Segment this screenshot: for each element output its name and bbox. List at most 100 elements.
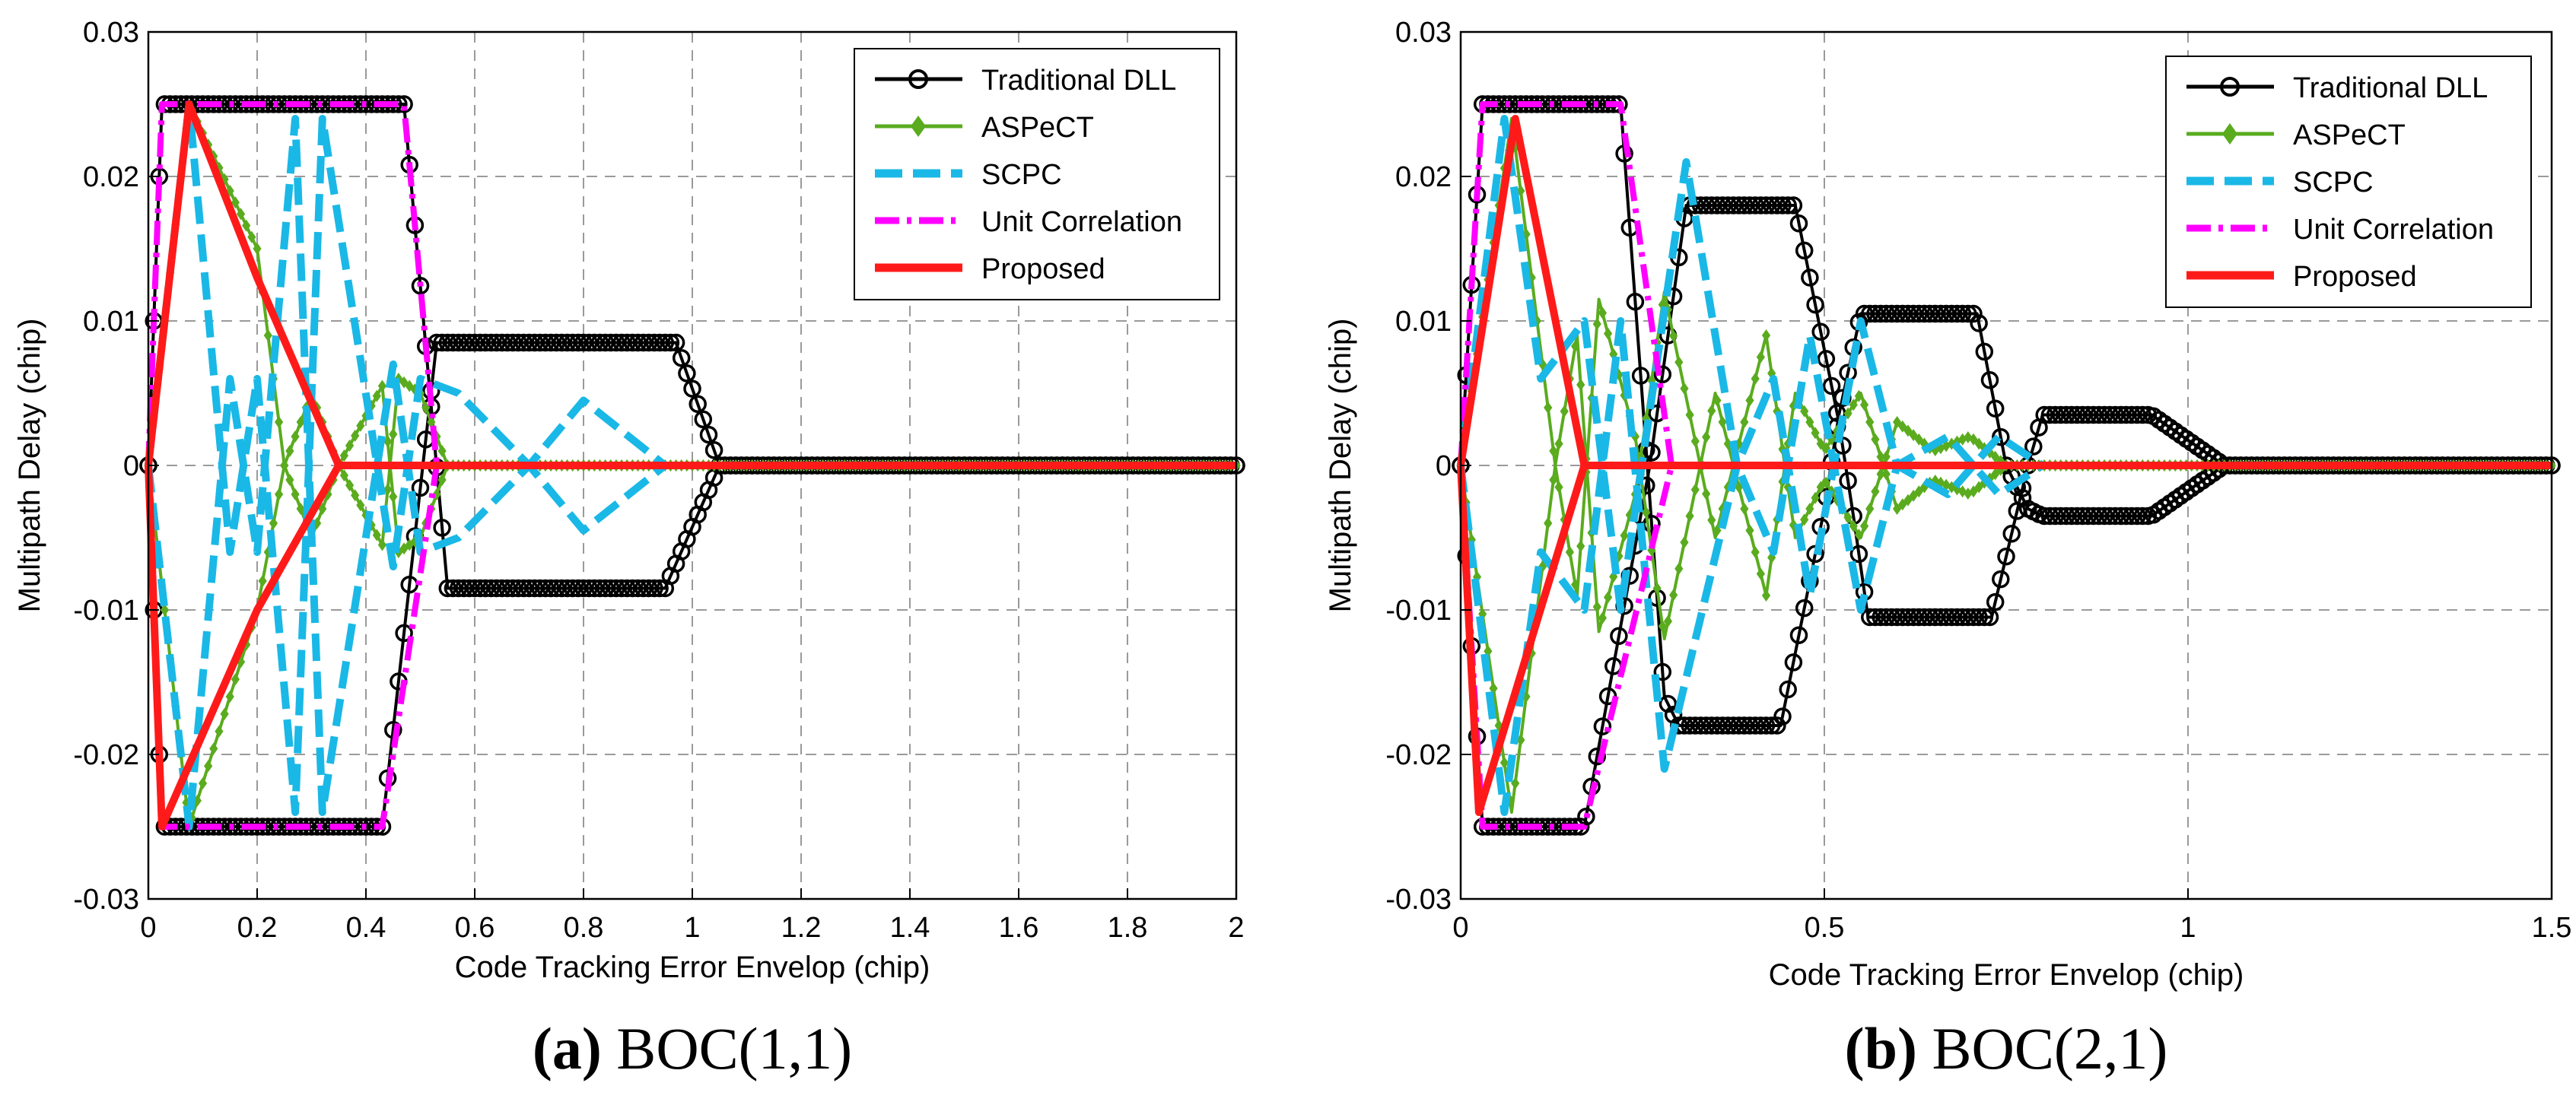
y-tick-label: -0.02 [73, 739, 139, 771]
legend-diamond-marker-icon [911, 116, 926, 137]
data-point-marker [2002, 525, 2021, 543]
data-point-marker [683, 380, 701, 398]
data-point-marker [2024, 437, 2043, 456]
data-point-marker [1970, 608, 1988, 627]
data-point-marker [263, 546, 272, 558]
legend-circle-marker-icon [2220, 77, 2240, 97]
data-point-marker [399, 542, 409, 555]
data-point-marker [296, 416, 305, 428]
legend-label-scpc: SCPC [2293, 167, 2374, 198]
data-point-marker [1472, 570, 1482, 583]
data-point-marker [1817, 350, 1836, 368]
data-point-marker [1549, 474, 1558, 486]
legend-label-proposed: Proposed [2293, 261, 2417, 293]
x-tick-label: 1 [684, 912, 700, 944]
data-point-marker [1811, 491, 1820, 504]
data-point-marker [1779, 196, 1797, 214]
data-point-marker [1511, 777, 1520, 789]
data-point-marker [1718, 416, 1727, 428]
grid-a [148, 32, 1236, 899]
data-point-marker [345, 439, 355, 452]
caption-a-label: (a) [533, 1015, 602, 1081]
data-point-marker [411, 276, 430, 295]
data-point-marker [356, 419, 365, 432]
legend-entry-scpc-a: SCPC [875, 159, 1062, 191]
data-point-marker [1800, 405, 1809, 418]
data-point-marker [377, 380, 387, 392]
data-point-marker [1854, 389, 1864, 402]
data-point-marker [1685, 408, 1694, 421]
data-point-marker [1598, 611, 1608, 624]
data-point-marker [1805, 503, 1814, 515]
series-a [139, 95, 1245, 836]
data-point-marker [389, 427, 398, 440]
caption-a-text: BOC(1,1) [602, 1015, 852, 1081]
data-point-marker [291, 488, 300, 500]
x-tick-label: 2 [1228, 912, 1244, 944]
data-point-marker [1876, 468, 1885, 481]
y-tick-label: 0.02 [1395, 161, 1452, 193]
data-point-marker [220, 707, 229, 720]
data-point-marker [1702, 430, 1711, 443]
data-point-marker [1610, 627, 1628, 646]
data-point-marker [231, 673, 240, 686]
data-point-marker [339, 469, 348, 482]
data-point-marker [2133, 405, 2151, 424]
data-point-marker [275, 488, 284, 500]
y-axis-label-a: Multipath Delay (chip) [13, 319, 46, 613]
data-point-marker [1674, 562, 1684, 575]
data-point-marker [395, 624, 413, 643]
data-point-marker [1588, 747, 1607, 766]
data-point-marker [1652, 582, 1662, 595]
grid-b [1461, 32, 2552, 899]
data-point-marker [225, 691, 234, 703]
data-point-marker [1859, 519, 1869, 532]
data-point-marker [1598, 306, 1608, 319]
data-point-marker [1859, 399, 1869, 411]
data-point-marker [1768, 716, 1786, 735]
data-point-marker [661, 333, 680, 352]
data-point-marker [1839, 472, 1857, 490]
data-point-marker [1773, 196, 1792, 214]
data-point-marker [704, 441, 724, 459]
series-line-upper [145, 100, 1236, 816]
data-point-marker [258, 575, 267, 587]
data-point-marker [1997, 547, 2015, 566]
data-point-marker [1975, 608, 1994, 627]
data-point-marker [296, 503, 305, 515]
chart-panel-a: 0 0.2 0.4 0.6 0.8 1 1.2 1.4 1.6 1.8 2 -0.03 -0.02 -0.… [13, 17, 1245, 984]
data-point-marker [1690, 435, 1700, 448]
data-point-marker [1821, 476, 1830, 489]
data-point-marker [1593, 717, 1612, 735]
data-point-marker [236, 208, 246, 221]
legend-label-traditional-dll: Traditional DLL [2293, 72, 2488, 104]
data-point-marker [291, 430, 300, 443]
legend-entry-proposed-b: Proposed [2186, 261, 2417, 293]
data-point-marker [372, 389, 381, 402]
data-point-marker [1653, 662, 1672, 681]
data-point-marker [1986, 399, 2005, 418]
data-point-marker [1560, 405, 1569, 418]
data-point-marker [399, 376, 409, 389]
x-axis-label-a: Code Tracking Error Envelop (chip) [455, 951, 930, 984]
data-point-marker [1554, 481, 1563, 494]
data-point-marker [1598, 687, 1617, 706]
data-point-marker [2133, 507, 2151, 526]
data-point-marker [1822, 376, 1841, 395]
x-tick-label: 1.4 [890, 912, 930, 944]
data-point-marker [1784, 653, 1803, 672]
y-axis-label-b: Multipath Delay (chip) [1324, 319, 1357, 613]
data-point-marker [1756, 567, 1765, 580]
data-point-marker [1800, 513, 1809, 526]
series-line-lower [1459, 204, 2552, 828]
y-tick-label: 0.01 [83, 306, 139, 338]
data-point-marker [678, 364, 696, 383]
x-tick-label: 0.4 [346, 912, 386, 944]
y-tick-label: 0.02 [83, 161, 139, 193]
data-point-marker [1745, 524, 1754, 537]
data-point-marker [1690, 483, 1700, 496]
y-tick-label: -0.02 [1385, 739, 1452, 771]
data-point-marker [1544, 517, 1553, 529]
data-point-marker [372, 529, 381, 541]
x-tick-label: 0 [140, 912, 156, 944]
